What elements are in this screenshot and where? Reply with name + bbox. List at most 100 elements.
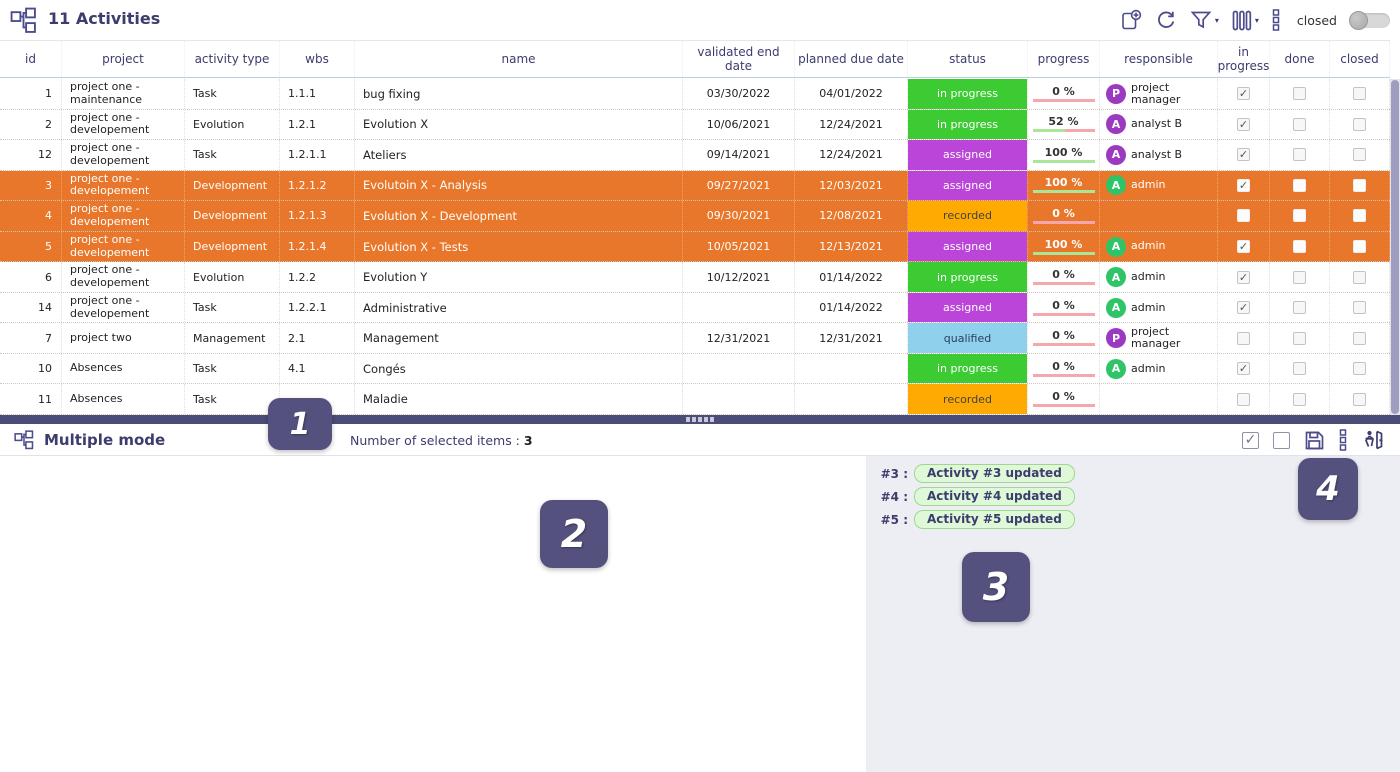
table-row[interactable]: 3 project one - developement Development 1.…	[0, 170, 1390, 202]
column-header-name[interactable]: name	[355, 41, 683, 77]
checkbox-done[interactable]	[1293, 331, 1306, 345]
table-row[interactable]: 2 project one - developement Evolution 1.2.…	[0, 109, 1390, 141]
cell-checkbox-closed	[1330, 79, 1390, 109]
cell-planned-due-date: 12/24/2021	[795, 140, 908, 170]
checkbox-closed[interactable]	[1353, 117, 1366, 131]
table-row[interactable]: 4 project one - developement Development 1.…	[0, 201, 1390, 232]
more-icon[interactable]	[1339, 429, 1347, 451]
table-row[interactable]: 7 project two Management 2.1 Management 12/31…	[0, 323, 1390, 354]
progress-bar	[1032, 282, 1095, 286]
checkbox-closed[interactable]	[1353, 240, 1366, 253]
column-header-done[interactable]: done	[1270, 41, 1330, 77]
column-header-closed[interactable]: closed	[1330, 41, 1390, 77]
filter-icon[interactable]: ▾	[1190, 10, 1219, 30]
checkbox-in-progress[interactable]: ✓	[1237, 117, 1250, 131]
column-header-status[interactable]: status	[908, 41, 1028, 77]
cell-checkbox-closed	[1330, 262, 1390, 292]
cell-id: 7	[0, 323, 62, 353]
message-id: #5 :	[880, 512, 908, 527]
closed-toggle[interactable]	[1349, 10, 1390, 30]
checkbox-checked-icon[interactable]: ✓	[1242, 431, 1259, 449]
cell-planned-due-date: 01/14/2022	[795, 292, 908, 323]
checkbox-closed[interactable]	[1353, 362, 1366, 376]
checkbox-in-progress[interactable]: ✓	[1237, 362, 1250, 376]
cell-wbs: 2.1	[280, 323, 355, 353]
cell-wbs: 1.2.2	[280, 262, 355, 292]
table-row[interactable]: 5 project one - developement Development 1.…	[0, 231, 1390, 263]
column-header-project[interactable]: project	[62, 41, 185, 77]
cell-planned-due-date: 12/31/2021	[795, 323, 908, 353]
table-row[interactable]: 11 Absences Task Maladie recorded 0 %	[0, 384, 1390, 416]
cell-name: Evolutoin X - Analysis	[355, 170, 683, 201]
checkbox-done[interactable]	[1293, 270, 1306, 284]
cell-id: 4	[0, 201, 62, 231]
cell-id: 11	[0, 384, 62, 415]
checkbox-done[interactable]	[1293, 240, 1306, 253]
column-header-validated-end-date[interactable]: validated end date	[683, 41, 795, 77]
checkbox-in-progress[interactable]: ✓	[1237, 301, 1250, 315]
cell-id: 6	[0, 262, 62, 292]
table-scrollbar[interactable]	[1390, 79, 1400, 415]
splitter-handle-icon[interactable]	[686, 417, 714, 422]
checkbox-done[interactable]	[1293, 117, 1306, 131]
checkbox-closed[interactable]	[1353, 331, 1366, 345]
responsible-name: analyst B	[1131, 117, 1183, 131]
checkbox-done[interactable]	[1293, 301, 1306, 315]
table-row[interactable]: 1 project one - maintenance Task 1.1.1 bug f…	[0, 79, 1390, 110]
column-header-progress[interactable]: progress	[1028, 41, 1100, 77]
column-header-in-progress[interactable]: in progress	[1218, 41, 1270, 77]
cell-progress: 0 %	[1028, 292, 1100, 323]
checkbox-closed[interactable]	[1353, 392, 1366, 406]
column-header-id[interactable]: id	[0, 41, 62, 77]
checkbox-in-progress[interactable]: ✓	[1237, 148, 1250, 162]
checkbox-closed[interactable]	[1353, 178, 1366, 192]
table-scrollbar-thumb[interactable]	[1391, 80, 1399, 414]
cell-activity-type: Development	[185, 170, 280, 201]
responsible-name: project manager	[1131, 80, 1181, 106]
table-row[interactable]: 14 project one - developement Task 1.2.2.1 A…	[0, 292, 1390, 324]
table-row[interactable]: 6 project one - developement Evolution 1.2.…	[0, 262, 1390, 293]
closed-toggle-label: closed	[1296, 12, 1337, 28]
checkbox-in-progress[interactable]: ✓	[1237, 178, 1250, 192]
checkbox-done[interactable]	[1293, 392, 1306, 406]
exit-icon[interactable]	[1361, 429, 1384, 451]
checkbox-in-progress[interactable]: ✓	[1237, 270, 1250, 284]
column-header-activity-type[interactable]: activity type	[185, 41, 280, 77]
checkbox-closed[interactable]	[1353, 148, 1366, 162]
checkbox-in-progress[interactable]	[1237, 392, 1250, 406]
column-header-responsible[interactable]: responsible	[1100, 41, 1218, 77]
checkbox-closed[interactable]	[1353, 87, 1366, 101]
checkbox-done[interactable]	[1293, 362, 1306, 376]
checkbox-in-progress[interactable]	[1237, 331, 1250, 345]
cell-checkbox-closed	[1330, 109, 1390, 140]
columns-icon[interactable]: ▾	[1232, 10, 1259, 31]
cell-responsible	[1100, 384, 1218, 415]
progress-fill	[1032, 159, 1095, 163]
save-icon[interactable]	[1304, 430, 1325, 451]
column-header-planned-due-date[interactable]: planned due date	[795, 41, 908, 77]
checkbox-done[interactable]	[1293, 209, 1306, 223]
column-header-wbs[interactable]: wbs	[280, 41, 355, 77]
panel-splitter[interactable]	[0, 415, 1400, 424]
checkbox-in-progress[interactable]: ✓	[1237, 87, 1250, 101]
progress-bar	[1032, 220, 1095, 224]
checkbox-unchecked-icon[interactable]	[1273, 431, 1290, 449]
checkbox-in-progress[interactable]: ✓	[1237, 240, 1250, 253]
checkbox-in-progress[interactable]	[1237, 209, 1250, 223]
cell-planned-due-date: 12/08/2021	[795, 201, 908, 231]
checkbox-closed[interactable]	[1353, 209, 1366, 223]
more-icon[interactable]	[1272, 9, 1280, 31]
checkbox-done[interactable]	[1293, 87, 1306, 101]
add-icon[interactable]	[1121, 9, 1142, 31]
checkbox-done[interactable]	[1293, 178, 1306, 192]
checkbox-done[interactable]	[1293, 148, 1306, 162]
refresh-icon[interactable]	[1155, 9, 1177, 31]
progress-bar	[1032, 404, 1095, 408]
checkbox-closed[interactable]	[1353, 270, 1366, 284]
multiple-mode-toolbar: ✓	[1242, 429, 1384, 451]
table-row[interactable]: 12 project one - developement Task 1.2.1.1 A…	[0, 140, 1390, 171]
checkbox-closed[interactable]	[1353, 301, 1366, 315]
